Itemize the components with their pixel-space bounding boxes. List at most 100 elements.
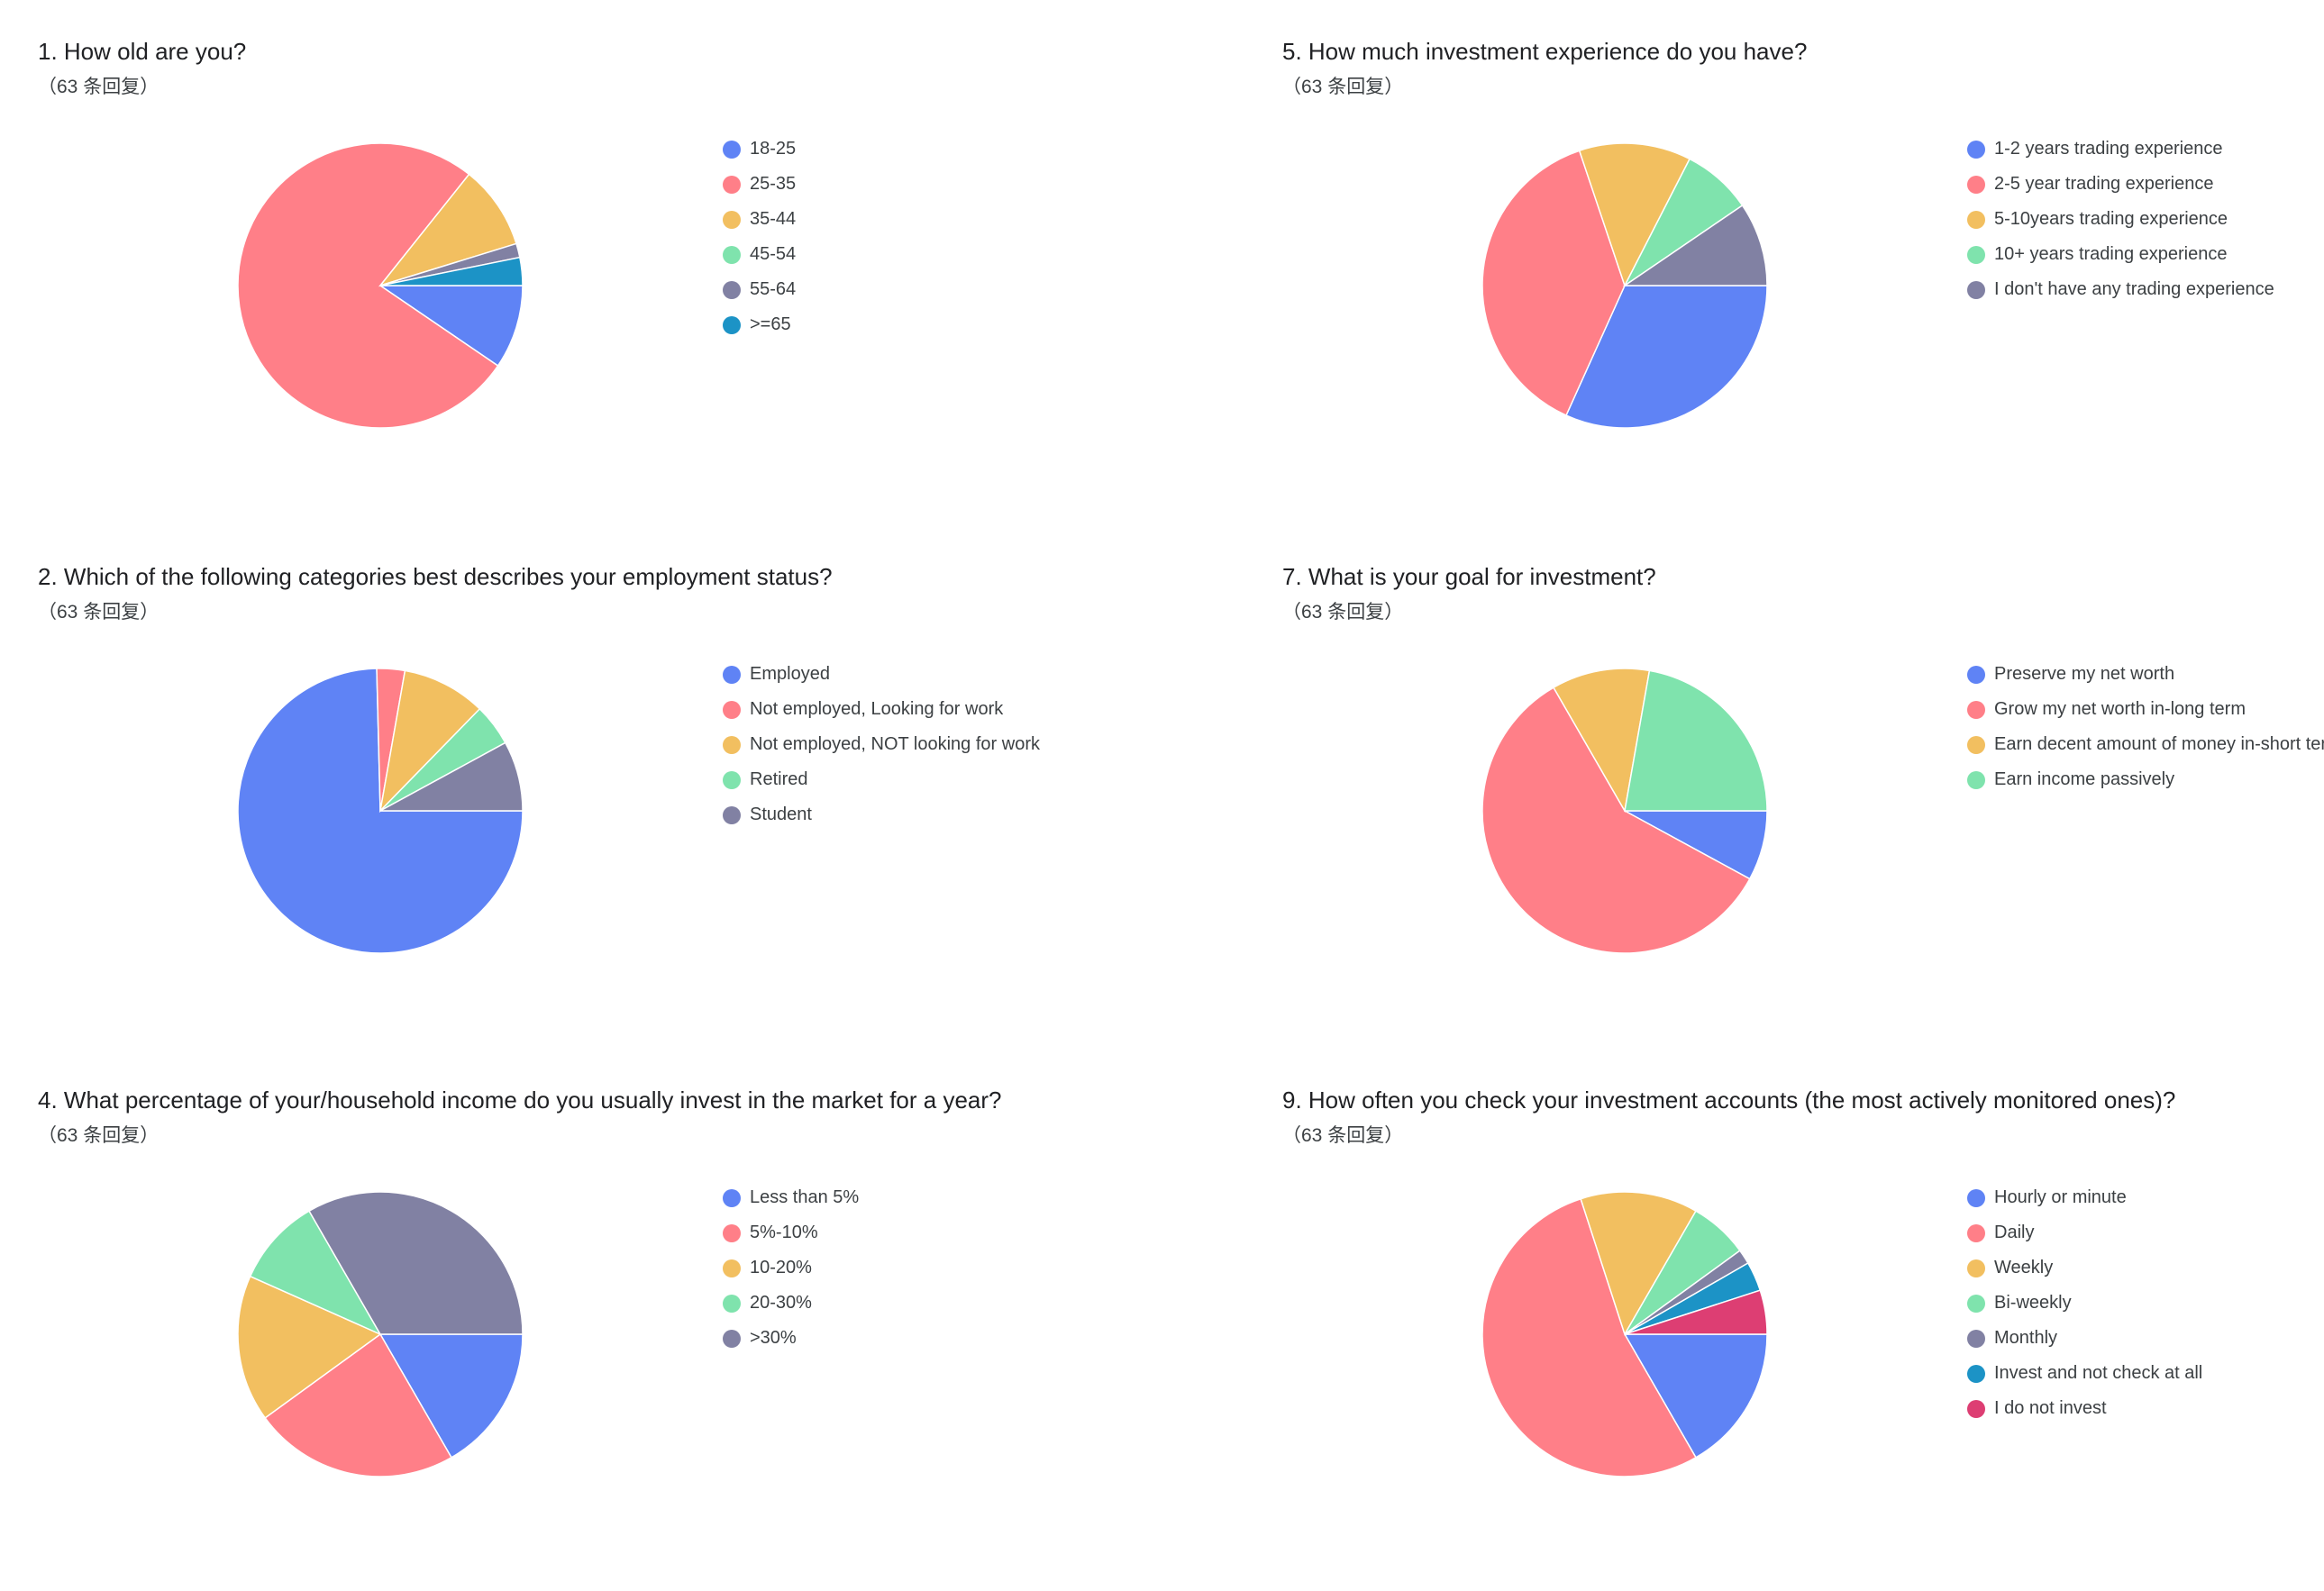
legend-label: 10-20% — [750, 1258, 812, 1277]
legend-item: 20-30% — [723, 1291, 1182, 1321]
legend-label: 35-44 — [750, 209, 797, 229]
pie-slice-weekly — [1580, 1191, 1698, 1336]
chart-legend: Employed Not employed, Looking for work No… — [723, 662, 1182, 838]
legend-item: 1-2 years trading experience — [1967, 137, 2324, 167]
legend-label: Grow my net worth in-long term — [1994, 699, 2246, 719]
legend-item: 45-54 — [723, 242, 1182, 272]
legend-item: 10-20% — [723, 1256, 1182, 1286]
legend-swatch — [1967, 701, 1985, 719]
legend-item: Preserve my net worth — [1967, 662, 2324, 692]
pie-slice-1-2-years-trading-experience — [1565, 285, 1768, 429]
legend-label: 20-30% — [750, 1293, 812, 1313]
legend-swatch — [1967, 666, 1985, 684]
legend-swatch — [1967, 1365, 1985, 1383]
pie-slice-student — [379, 741, 524, 812]
pie-chart — [1481, 668, 1768, 954]
legend-item: Invest and not check at all — [1967, 1361, 2324, 1391]
legend-swatch — [1967, 141, 1985, 159]
legend-item: Bi-weekly — [1967, 1291, 2324, 1321]
legend-swatch — [723, 281, 741, 299]
legend-label: Less than 5% — [750, 1187, 860, 1207]
legend-item: Hourly or minute — [1967, 1186, 2324, 1215]
legend-swatch — [723, 211, 741, 229]
legend-item: 5%-10% — [723, 1221, 1182, 1250]
legend-label: 2-5 year trading experience — [1994, 174, 2214, 194]
pie-slice-5-10 — [264, 1332, 453, 1477]
legend-item: Monthly — [1967, 1326, 2324, 1356]
legend-label: I do not invest — [1994, 1398, 2107, 1418]
legend-swatch — [723, 246, 741, 264]
chart-legend: Hourly or minute Daily Weekly Bi-weekly Mont… — [1967, 1186, 2324, 1432]
legend-item: >30% — [723, 1326, 1182, 1356]
legend-item: Retired — [723, 768, 1182, 797]
legend-label: Bi-weekly — [1994, 1293, 2072, 1313]
legend-swatch — [723, 176, 741, 194]
legend-swatch — [1967, 1224, 1985, 1242]
legend-label: Earn income passively — [1994, 769, 2175, 789]
legend-label: 55-64 — [750, 279, 797, 299]
legend-label: >30% — [750, 1328, 797, 1348]
legend-item: Daily — [1967, 1221, 2324, 1250]
pie-slice-less-than-5 — [378, 1333, 524, 1459]
response-count: （63 条回复） — [38, 77, 159, 97]
question-title: 7. What is your goal for investment? — [1282, 563, 1656, 590]
pie-slice-35-44 — [378, 173, 517, 287]
legend-item: 5-10years trading experience — [1967, 207, 2324, 237]
legend-swatch — [723, 701, 741, 719]
response-count: （63 条回复） — [1282, 1125, 1404, 1146]
legend-swatch — [1967, 1330, 1985, 1348]
legend-item: Student — [723, 803, 1182, 832]
legend-swatch — [1967, 1400, 1985, 1418]
legend-item: 25-35 — [723, 172, 1182, 202]
legend-item: 2-5 year trading experience — [1967, 172, 2324, 202]
legend-swatch — [723, 316, 741, 334]
legend-swatch — [723, 141, 741, 159]
pie-slice-25-35 — [237, 142, 499, 429]
legend-item: Earn income passively — [1967, 768, 2324, 797]
legend-label: Preserve my net worth — [1994, 664, 2175, 684]
pie-slice-daily — [1481, 1197, 1698, 1477]
pie-chart — [237, 142, 524, 429]
pie-chart — [237, 1191, 524, 1477]
response-count: （63 条回复） — [1282, 602, 1404, 623]
pie-slice-30 — [307, 1191, 524, 1335]
legend-label: Daily — [1994, 1223, 2035, 1242]
legend-swatch — [723, 806, 741, 824]
pie-slice-10-20 — [237, 1275, 382, 1419]
pie-chart — [1481, 142, 1768, 429]
legend-item: Not employed, NOT looking for work — [723, 732, 1182, 762]
legend-swatch — [1967, 771, 1985, 789]
legend-item: I don't have any trading experience — [1967, 277, 2324, 307]
question-title: 1. How old are you? — [38, 38, 247, 65]
chart-legend: Preserve my net worth Grow my net worth i… — [1967, 662, 2324, 803]
pie-chart — [237, 668, 524, 954]
survey-panel-q2: 2. Which of the following categories bes… — [38, 563, 1182, 1068]
legend-swatch — [723, 1330, 741, 1348]
pie-slice-5-10years-trading-experience — [1578, 142, 1691, 287]
chart-legend: 18-25 25-35 35-44 45-54 55-64 >=65 — [723, 137, 1182, 348]
chart-legend: Less than 5% 5%-10% 10-20% 20-30% >30% — [723, 1186, 1182, 1361]
pie-slice-hourly-or-minute — [1623, 1333, 1768, 1459]
pie-slice-i-don-t-have-any-trading-experience — [1622, 204, 1768, 286]
pie-chart — [1481, 1191, 1768, 1477]
legend-swatch — [723, 1189, 741, 1207]
legend-item: Grow my net worth in-long term — [1967, 697, 2324, 727]
legend-swatch — [1967, 1295, 1985, 1313]
legend-swatch — [1967, 211, 1985, 229]
question-title: 5. How much investment experience do you… — [1282, 38, 1808, 65]
legend-swatch — [723, 1224, 741, 1242]
survey-panel-q4: 4. What percentage of your/household inc… — [38, 1086, 1182, 1591]
survey-panel-q5: 5. How much investment experience do you… — [1282, 38, 2324, 542]
response-count: （63 条回复） — [1282, 77, 1404, 97]
legend-item: Not employed, Looking for work — [723, 697, 1182, 727]
legend-swatch — [1967, 1259, 1985, 1277]
legend-swatch — [1967, 246, 1985, 264]
question-title: 4. What percentage of your/household inc… — [38, 1086, 1002, 1114]
question-title: 9. How often you check your investment a… — [1282, 1086, 2176, 1114]
legend-swatch — [723, 666, 741, 684]
legend-label: 18-25 — [750, 139, 797, 159]
legend-item: 10+ years trading experience — [1967, 242, 2324, 272]
survey-panel-q9: 9. How often you check your investment a… — [1282, 1086, 2324, 1591]
legend-swatch — [723, 1259, 741, 1277]
legend-swatch — [1967, 736, 1985, 754]
